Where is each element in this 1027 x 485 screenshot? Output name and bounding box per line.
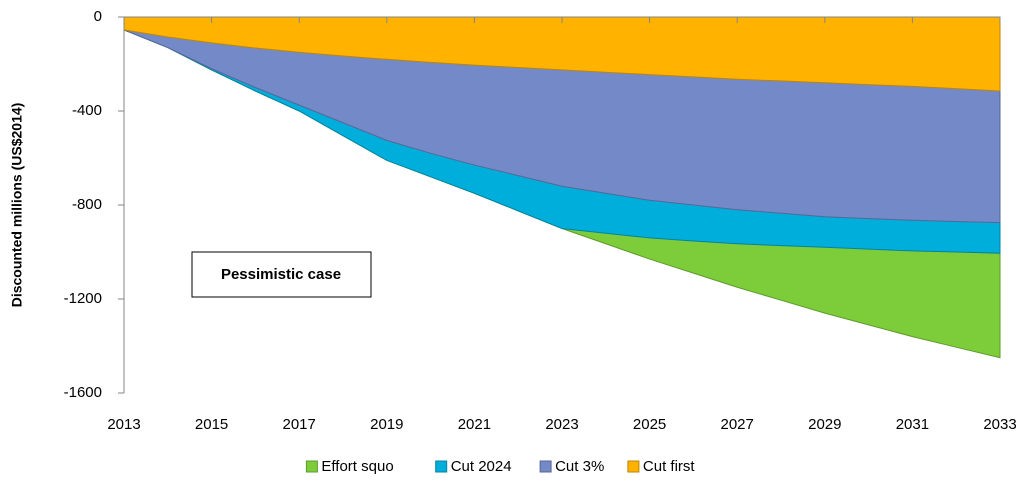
annotation-box: [191, 251, 372, 298]
y-axis-label: Discounted millions (US$2014): [9, 103, 25, 308]
legend-label: Effort squo: [321, 458, 393, 475]
x-tick-label: 2027: [721, 416, 754, 433]
y-tick-label: -1600: [64, 384, 102, 401]
x-tick-label: 2031: [896, 416, 929, 433]
x-tick-label: 2033: [983, 416, 1016, 433]
y-tick-label: 0: [94, 8, 102, 25]
y-tick-label: -1200: [64, 290, 102, 307]
legend-label: Cut 3%: [555, 458, 604, 475]
x-tick-label: 2021: [458, 416, 491, 433]
legend-label: Cut first: [643, 458, 696, 475]
legend-swatch: [627, 460, 640, 473]
x-tick-label: 2013: [107, 416, 140, 433]
x-tick-label: 2025: [633, 416, 666, 433]
x-tick-label: 2029: [808, 416, 841, 433]
area: [123, 16, 1001, 92]
y-tick-label: -800: [72, 196, 102, 213]
y-tick-label: -400: [72, 102, 102, 119]
x-tick-label: 2019: [370, 416, 403, 433]
legend-label: Cut 2024: [451, 458, 512, 475]
legend-swatch: [305, 460, 318, 473]
legend-swatch: [435, 460, 448, 473]
x-tick-label: 2023: [545, 416, 578, 433]
x-tick-label: 2017: [283, 416, 316, 433]
annotation: Pessimistic case: [221, 266, 341, 283]
legend-swatch: [539, 460, 552, 473]
x-tick-label: 2015: [195, 416, 228, 433]
